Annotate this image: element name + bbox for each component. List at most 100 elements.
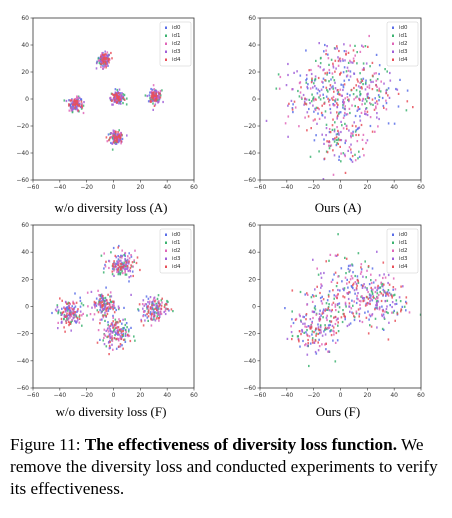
point-id4 [317, 341, 319, 344]
legend-box [159, 228, 192, 274]
point-id4 [147, 309, 150, 312]
point-id1 [347, 98, 349, 102]
legend-swatch [392, 58, 394, 61]
point-id1 [161, 89, 163, 92]
point-id1 [328, 303, 330, 306]
point-id1 [343, 287, 346, 290]
point-id3 [305, 74, 308, 77]
point-id3 [118, 333, 121, 336]
point-id0 [351, 311, 353, 314]
point-id3 [123, 268, 126, 271]
point-id3 [371, 313, 374, 316]
legend-box [159, 21, 192, 67]
point-id1 [291, 310, 293, 313]
point-id1 [381, 282, 384, 286]
point-id2 [361, 68, 364, 71]
point-id1 [332, 87, 334, 90]
point-id0 [115, 322, 118, 325]
point-id1 [384, 291, 387, 294]
point-id0 [146, 316, 149, 319]
point-id2 [117, 93, 119, 96]
point-id1 [325, 123, 328, 126]
point-id0 [342, 71, 345, 74]
point-id3 [322, 178, 325, 180]
point-id4 [164, 303, 167, 306]
legend-label: id0 [172, 25, 181, 31]
point-id0 [319, 309, 321, 312]
point-id3 [102, 308, 105, 311]
point-id4 [319, 318, 321, 321]
point-id4 [400, 285, 402, 288]
point-id2 [311, 300, 314, 303]
point-id3 [389, 71, 391, 75]
point-id4 [118, 92, 120, 95]
point-id3 [348, 323, 350, 326]
point-id4 [113, 260, 115, 263]
point-id2 [349, 44, 351, 47]
point-id0 [327, 53, 329, 56]
point-id3 [70, 329, 72, 332]
point-id3 [330, 310, 333, 313]
point-id0 [323, 330, 325, 333]
y-tick-label: 60 [248, 15, 256, 22]
legend-swatch [165, 241, 167, 244]
point-id2 [124, 271, 126, 274]
point-id3 [76, 309, 79, 312]
point-id2 [119, 336, 122, 339]
y-tick-label: −40 [243, 150, 256, 157]
point-id0 [105, 286, 107, 289]
point-id2 [103, 328, 106, 331]
point-id1 [366, 287, 368, 290]
point-id4 [117, 264, 119, 267]
point-id4 [337, 293, 339, 296]
point-id4 [105, 260, 107, 263]
point-id2 [324, 343, 326, 346]
point-id2 [142, 315, 144, 318]
point-id2 [109, 332, 112, 335]
point-id4 [115, 135, 118, 138]
point-id2 [335, 309, 337, 312]
point-id2 [391, 311, 393, 314]
point-id1 [315, 332, 318, 335]
point-id0 [71, 107, 73, 111]
point-id3 [121, 95, 123, 98]
points-1 [265, 34, 414, 180]
point-id4 [377, 284, 379, 287]
point-id1 [360, 81, 362, 84]
x-tick-label: −60 [27, 184, 40, 191]
point-id0 [111, 267, 114, 270]
point-id4 [336, 296, 338, 299]
point-id1 [110, 251, 112, 254]
point-id2 [98, 294, 100, 297]
point-id4 [117, 326, 120, 329]
point-id4 [121, 265, 123, 268]
point-id1 [114, 318, 117, 321]
point-id0 [74, 320, 77, 323]
point-id2 [375, 72, 377, 75]
point-id2 [119, 256, 121, 259]
point-id1 [109, 295, 111, 298]
point-id3 [156, 305, 158, 308]
point-id1 [66, 318, 68, 321]
point-id2 [337, 64, 340, 67]
point-id0 [108, 333, 111, 336]
point-id3 [388, 291, 391, 295]
point-id2 [106, 140, 109, 143]
x-tick-label: 40 [163, 184, 171, 191]
point-id3 [322, 311, 325, 315]
point-id0 [362, 77, 365, 80]
point-id4 [374, 308, 376, 311]
point-id2 [127, 255, 129, 258]
point-id3 [118, 88, 121, 91]
point-id0 [356, 275, 359, 278]
point-id2 [97, 59, 100, 62]
point-id1 [111, 273, 114, 276]
point-id0 [327, 324, 330, 327]
point-id4 [365, 295, 368, 298]
point-id3 [334, 47, 336, 50]
point-id4 [147, 305, 149, 308]
point-id4 [356, 284, 358, 287]
point-id1 [80, 107, 83, 110]
point-id2 [385, 99, 387, 102]
point-id2 [157, 310, 160, 313]
